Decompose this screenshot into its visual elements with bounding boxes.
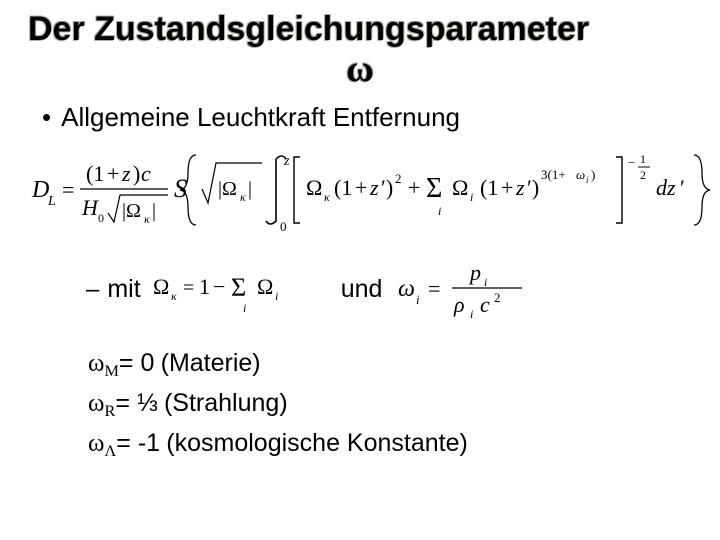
bullet-text: Allgemeine Leuchtkraft Entfernung xyxy=(61,102,460,133)
svg-text:2: 2 xyxy=(395,171,402,186)
svg-text:′: ′ xyxy=(680,175,685,200)
svg-text:κ: κ xyxy=(240,190,246,204)
svg-text:Σ: Σ xyxy=(231,273,246,302)
bullet-row: • Allgemeine Leuchtkraft Entfernung xyxy=(42,102,692,133)
svg-text:Ω: Ω xyxy=(153,274,169,299)
svg-text:−: − xyxy=(628,155,635,170)
svg-text:2: 2 xyxy=(640,168,646,182)
svg-text:|Ω: |Ω xyxy=(122,200,141,222)
svg-text:z: z xyxy=(369,175,379,200)
svg-text:1: 1 xyxy=(199,274,210,299)
title-line1: Der Zustandsgleichungsparameter xyxy=(28,12,692,48)
svg-text:Ω: Ω xyxy=(452,175,468,200)
w-value: ⅓ xyxy=(137,389,158,417)
svg-text:ω: ω xyxy=(576,167,585,182)
equation-main: D L = (1 + z ) c H 0 |Ω κ | S |Ω κ | xyxy=(28,145,692,240)
svg-text:Σ: Σ xyxy=(426,173,442,204)
svg-text:i: i xyxy=(470,307,473,321)
svg-text:i: i xyxy=(243,301,246,315)
svg-text:S: S xyxy=(174,174,187,203)
svg-text:c: c xyxy=(141,161,151,186)
svg-text:i: i xyxy=(586,175,589,185)
svg-text:i: i xyxy=(470,190,473,204)
bullet-marker: • xyxy=(42,104,51,130)
svg-text:): ) xyxy=(133,161,140,186)
w-label: (kosmologische Konstante) xyxy=(166,429,468,457)
dash: – xyxy=(86,276,99,304)
svg-text:H: H xyxy=(81,195,99,220)
svg-text:Ω: Ω xyxy=(257,274,273,299)
svg-text:z: z xyxy=(121,161,131,186)
svg-text:|: | xyxy=(152,200,156,222)
svg-text:D: D xyxy=(31,177,49,203)
svg-text:i: i xyxy=(275,289,278,303)
title-omega: ω xyxy=(28,50,692,88)
omega-symbol: ω xyxy=(88,390,104,417)
omega-symbol: ω xyxy=(88,430,104,457)
omega-sub: Λ xyxy=(104,442,116,460)
svg-text:ρ: ρ xyxy=(453,292,465,317)
w-values-block: ωM= 0 (Materie) ωR= ⅓ (Strahlung) ωΛ= -1… xyxy=(88,344,692,464)
equation-main-svg: D L = (1 + z ) c H 0 |Ω κ | S |Ω κ | xyxy=(28,145,718,235)
svg-text:−: − xyxy=(213,274,225,299)
omega-symbol: ω xyxy=(88,350,104,377)
svg-text:|Ω: |Ω xyxy=(218,178,237,200)
svg-text:3(1+: 3(1+ xyxy=(541,167,566,182)
mit-label: mit xyxy=(107,275,140,304)
omega-sub: M xyxy=(104,362,118,380)
svg-text:0: 0 xyxy=(280,219,287,234)
svg-text:κ: κ xyxy=(144,212,150,226)
w-line: ωR= ⅓ (Strahlung) xyxy=(88,384,692,424)
omega-sub: R xyxy=(104,402,115,420)
svg-text:p: p xyxy=(468,260,481,285)
sub-row: – mit Ω κ = 1 − Σ i Ω i und ω i = p i ρ … xyxy=(86,258,692,322)
eq-omega-i: ω i = p i ρ i c 2 xyxy=(394,258,544,322)
svg-text:=: = xyxy=(428,276,440,301)
svg-text:=: = xyxy=(62,177,74,202)
svg-text:ω: ω xyxy=(398,276,415,302)
svg-text:|: | xyxy=(248,178,252,200)
und-label: und xyxy=(341,275,383,304)
w-label: (Strahlung) xyxy=(164,389,288,417)
svg-text:1: 1 xyxy=(640,152,646,166)
svg-text:′): ′) xyxy=(527,175,539,200)
svg-text:=: = xyxy=(183,277,194,299)
svg-text:κ: κ xyxy=(171,289,177,303)
svg-text:): ) xyxy=(591,167,595,182)
svg-text:c: c xyxy=(480,292,490,317)
w-line: ωM= 0 (Materie) xyxy=(88,344,692,384)
svg-text:z: z xyxy=(283,154,290,169)
svg-text:(1: (1 xyxy=(480,175,498,200)
svg-text:i: i xyxy=(438,204,441,218)
svg-text:+: + xyxy=(107,161,119,186)
svg-text:κ: κ xyxy=(324,190,330,204)
w-line: ωΛ= -1 (kosmologische Konstante) xyxy=(88,424,692,464)
w-value: 0 xyxy=(140,349,154,377)
svg-text:Ω: Ω xyxy=(306,175,322,200)
eq-omega-kappa: Ω κ = 1 − Σ i Ω i xyxy=(149,262,329,318)
svg-text:+: + xyxy=(355,175,367,200)
svg-text:z: z xyxy=(515,175,525,200)
svg-text:(1: (1 xyxy=(86,161,104,186)
w-value: -1 xyxy=(138,429,160,457)
svg-text:′): ′) xyxy=(381,175,393,200)
svg-text:i: i xyxy=(416,292,420,307)
svg-text:0: 0 xyxy=(98,211,104,225)
slide: Der Zustandsgleichungsparameter ω • Allg… xyxy=(0,0,720,540)
svg-text:(1: (1 xyxy=(334,175,352,200)
svg-text:+: + xyxy=(408,175,420,200)
svg-text:i: i xyxy=(484,275,487,289)
svg-text:2: 2 xyxy=(494,290,501,305)
svg-text:L: L xyxy=(47,194,56,209)
svg-text:+: + xyxy=(501,175,513,200)
svg-text:dz: dz xyxy=(656,175,676,200)
w-label: (Materie) xyxy=(161,349,261,377)
